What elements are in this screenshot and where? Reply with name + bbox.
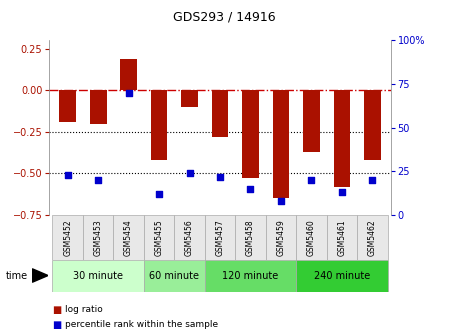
Text: log ratio: log ratio xyxy=(65,305,103,314)
Text: GSM5461: GSM5461 xyxy=(337,219,346,256)
Bar xyxy=(113,215,144,260)
Bar xyxy=(83,215,113,260)
Bar xyxy=(90,90,106,124)
Bar xyxy=(364,90,381,160)
Point xyxy=(338,190,345,195)
Text: 240 minute: 240 minute xyxy=(314,271,370,281)
Point xyxy=(186,170,193,176)
Text: GSM5456: GSM5456 xyxy=(185,219,194,256)
Point xyxy=(125,90,132,95)
Bar xyxy=(120,58,137,90)
Bar xyxy=(296,260,387,292)
Point xyxy=(216,174,224,179)
Point xyxy=(369,177,376,183)
Text: time: time xyxy=(6,271,28,281)
Point xyxy=(95,177,102,183)
Text: 120 minute: 120 minute xyxy=(222,271,278,281)
Bar xyxy=(59,90,76,122)
Text: 60 minute: 60 minute xyxy=(150,271,199,281)
Text: GSM5453: GSM5453 xyxy=(94,219,103,256)
Bar xyxy=(144,260,205,292)
Text: GSM5457: GSM5457 xyxy=(216,219,224,256)
Bar xyxy=(303,90,320,152)
Text: GSM5462: GSM5462 xyxy=(368,219,377,256)
Bar xyxy=(235,215,266,260)
Text: ■: ■ xyxy=(52,305,61,315)
Bar xyxy=(357,215,387,260)
Point xyxy=(247,186,254,192)
Bar xyxy=(326,215,357,260)
Text: ■: ■ xyxy=(52,320,61,330)
Point xyxy=(308,177,315,183)
Point xyxy=(277,198,285,204)
Bar xyxy=(53,260,144,292)
Polygon shape xyxy=(32,269,48,282)
Text: GSM5452: GSM5452 xyxy=(63,219,72,256)
Bar xyxy=(266,215,296,260)
Bar xyxy=(334,90,350,187)
Point xyxy=(155,192,163,197)
Text: 30 minute: 30 minute xyxy=(73,271,123,281)
Bar xyxy=(242,90,259,178)
Bar xyxy=(211,90,229,137)
Bar xyxy=(53,215,83,260)
Bar xyxy=(273,90,289,198)
Point xyxy=(64,172,71,177)
Bar xyxy=(181,90,198,107)
Text: GSM5455: GSM5455 xyxy=(154,219,163,256)
Text: GSM5460: GSM5460 xyxy=(307,219,316,256)
Text: GSM5459: GSM5459 xyxy=(277,219,286,256)
Text: GSM5458: GSM5458 xyxy=(246,219,255,256)
Text: GDS293 / 14916: GDS293 / 14916 xyxy=(173,10,276,23)
Bar xyxy=(174,215,205,260)
Bar xyxy=(205,215,235,260)
Text: GSM5454: GSM5454 xyxy=(124,219,133,256)
Text: percentile rank within the sample: percentile rank within the sample xyxy=(65,321,218,329)
Bar xyxy=(296,215,327,260)
Bar xyxy=(205,260,296,292)
Bar xyxy=(151,90,167,160)
Bar xyxy=(144,215,174,260)
